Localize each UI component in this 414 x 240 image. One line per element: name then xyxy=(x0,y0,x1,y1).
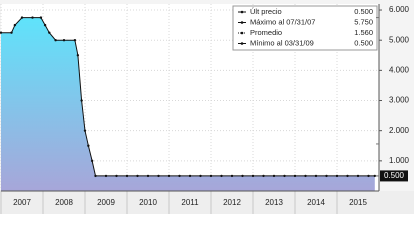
point xyxy=(272,174,276,178)
point xyxy=(10,31,13,34)
point xyxy=(94,174,97,178)
last-value-label: 0.500 xyxy=(384,171,405,180)
legend-dot xyxy=(240,42,244,45)
legend-label: Máximo al 07/31/07 xyxy=(250,17,315,26)
point xyxy=(62,38,66,42)
x-tick-label: 2014 xyxy=(307,198,325,207)
x-tick-label: 2012 xyxy=(223,198,241,207)
point xyxy=(54,38,57,42)
point xyxy=(167,174,171,178)
x-tick-label: 2011 xyxy=(181,198,199,207)
point xyxy=(146,174,150,178)
point xyxy=(80,99,83,102)
point xyxy=(178,174,181,178)
point xyxy=(356,174,360,178)
x-tick-label: 2007 xyxy=(13,198,31,207)
point xyxy=(251,174,255,178)
y-tick-label: 4.000 xyxy=(389,65,410,74)
point xyxy=(335,174,339,178)
point xyxy=(209,174,213,178)
point xyxy=(76,54,80,57)
point xyxy=(20,16,24,19)
point xyxy=(0,31,3,34)
point xyxy=(241,174,244,178)
point xyxy=(157,174,160,178)
point xyxy=(304,174,307,178)
point xyxy=(104,174,108,178)
point xyxy=(188,174,192,178)
legend-box xyxy=(232,5,378,51)
point xyxy=(220,174,223,178)
x-tick-label: 2015 xyxy=(349,198,367,207)
point xyxy=(39,16,43,19)
legend-dot xyxy=(240,10,244,14)
area xyxy=(1,17,375,191)
legend: Últ precio 0.500 Máximo al 07/31/07 5.750 Pr… xyxy=(232,5,378,51)
point xyxy=(373,174,376,178)
point xyxy=(199,174,202,178)
point xyxy=(13,23,17,27)
point xyxy=(325,174,328,178)
point xyxy=(48,31,51,34)
point xyxy=(73,38,77,42)
x-tick-label: 2010 xyxy=(139,198,157,207)
legend-value: 0.500 xyxy=(354,7,373,16)
last-value-box xyxy=(380,170,408,182)
point xyxy=(314,174,318,178)
legend-dot xyxy=(240,21,244,24)
x-axis-band xyxy=(0,191,414,214)
legend-label: Mínimo al 03/31/09 xyxy=(250,38,314,47)
point xyxy=(293,174,297,178)
point xyxy=(230,174,234,178)
y-tick-label: 1.000 xyxy=(389,156,410,165)
y-tick-label: 2.000 xyxy=(389,126,410,135)
point xyxy=(31,16,34,19)
legend-dot xyxy=(240,31,244,35)
legend-value: 5.750 xyxy=(354,17,373,26)
point xyxy=(125,174,129,178)
x-tick-label: 2008 xyxy=(55,198,73,207)
point xyxy=(136,174,139,178)
legend-value: 0.500 xyxy=(354,38,373,47)
point xyxy=(83,129,87,132)
x-tick-label: 2013 xyxy=(265,198,283,207)
legend-label: Últ precio xyxy=(250,7,282,16)
line xyxy=(1,17,375,177)
y-tick-label: 3.000 xyxy=(389,96,410,105)
point xyxy=(283,174,286,178)
x-tick-label: 2009 xyxy=(97,198,115,207)
point xyxy=(90,159,94,163)
point xyxy=(367,174,370,178)
point xyxy=(43,23,47,27)
point xyxy=(346,174,349,178)
legend-value: 1.560 xyxy=(354,28,373,37)
point xyxy=(115,174,118,178)
y-tick-label: 5.000 xyxy=(389,35,410,44)
legend-label: Promedio xyxy=(250,28,282,37)
chart: 1.000 2.000 3.000 4.000 5.000 6.000 2007 2008 20… xyxy=(0,0,414,214)
y-tick-label: 6.000 xyxy=(389,5,410,14)
point xyxy=(87,144,90,147)
point xyxy=(262,174,265,178)
